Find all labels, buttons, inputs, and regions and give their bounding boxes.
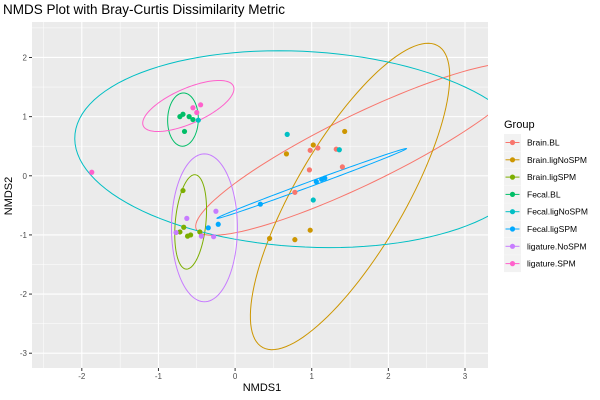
point-fecal-bl: [180, 111, 186, 117]
point-brain-ligspm: [177, 229, 183, 235]
point-ligature-spm: [190, 105, 196, 111]
point-ligature-nospm: [211, 234, 217, 240]
legend-label: Brain.BL: [527, 138, 560, 148]
point-ligature-nospm: [184, 215, 190, 221]
legend: Group Brain.BL Brain.ligNoSPM Brain.ligSPM F…: [504, 119, 588, 273]
point-fecal-ligspm: [313, 179, 319, 185]
x-tick-label: 3: [463, 372, 468, 381]
legend-point-swatch: [509, 157, 516, 163]
point-brain-ligspm: [188, 232, 194, 238]
y-tick-label: -3: [20, 349, 28, 358]
legend-point-swatch: [509, 191, 516, 197]
point-brain-bl: [339, 164, 345, 170]
point-fecal-ligspm: [322, 175, 328, 181]
chart-title: NMDS Plot with Bray-Curtis Dissimilarity…: [3, 2, 285, 17]
point-brain-lignospm: [307, 227, 313, 233]
point-fecal-lignospm: [336, 147, 342, 153]
legend-label: ligature.NoSPM: [527, 241, 587, 251]
ellipse-fecal-lignospm: [74, 50, 488, 249]
x-tick-label: -1: [155, 372, 163, 381]
y-tick-label: -2: [20, 290, 28, 299]
legend-title: Group: [504, 119, 535, 131]
legend-item-brain-bl: Brain.BL: [504, 134, 560, 151]
ellipse-fecal-bl: [167, 92, 199, 147]
point-brain-ligspm: [197, 229, 203, 235]
legend-item-brain-lignospm: Brain.ligNoSPM: [504, 151, 587, 169]
x-tick-label: 1: [310, 372, 315, 381]
legend-label: Fecal.ligNoSPM: [527, 207, 588, 217]
plot-layer: [74, 42, 488, 351]
point-ligature-spm: [198, 102, 204, 108]
y-tick-label: 0: [23, 172, 28, 181]
point-brain-lignospm: [342, 128, 348, 135]
ellipse-ligature-spm: [142, 79, 235, 133]
legend-label: Fecal.BL: [527, 189, 561, 199]
ellipse-ligature-nospm: [170, 153, 238, 303]
legend-point-swatch: [509, 209, 516, 215]
point-brain-bl: [307, 147, 313, 153]
legend-label: Brain.ligSPM: [527, 172, 576, 182]
point-fecal-bl: [190, 116, 196, 123]
point-fecal-lignospm: [284, 131, 290, 137]
legend-item-ligature-nospm: ligature.NoSPM: [504, 237, 587, 255]
legend-label: Brain.ligNoSPM: [527, 155, 587, 165]
x-tick-label: -2: [78, 372, 86, 381]
point-ligature-nospm: [213, 208, 219, 214]
legend-item-ligature-spm: ligature.SPM: [504, 255, 576, 273]
point-brain-bl: [306, 167, 313, 173]
point-fecal-lignospm: [195, 117, 201, 123]
legend-label: ligature.SPM: [527, 259, 576, 269]
y-tick-label: 2: [23, 53, 28, 62]
ellipse-fecal-ligspm: [216, 148, 408, 219]
point-brain-lignospm: [283, 151, 290, 157]
legend-item-fecal-lignospm: Fecal.ligNoSPM: [504, 203, 588, 221]
legend-point-swatch: [509, 243, 516, 249]
legend-point-swatch: [509, 174, 516, 180]
x-axis: -2 -1 0 1 2 3: [78, 368, 468, 381]
panel-background: [32, 22, 488, 368]
legend-label: Fecal.ligSPM: [527, 224, 577, 234]
point-fecal-ligspm: [215, 221, 221, 227]
point-ligature-spm: [89, 169, 95, 175]
x-tick-label: 2: [386, 372, 391, 381]
point-brain-bl: [315, 145, 321, 151]
y-tick-label: -1: [20, 231, 28, 240]
legend-point-swatch: [509, 261, 516, 267]
point-ligature-nospm: [198, 233, 204, 239]
ellipse-brain-lignospm: [249, 42, 451, 351]
ellipse-brain-ligspm: [174, 174, 208, 270]
point-brain-lignospm: [292, 237, 298, 243]
y-axis: -3 -2 -1 0 1 2: [20, 53, 32, 358]
y-tick-label: 1: [23, 113, 28, 122]
point-brain-lignospm: [266, 235, 273, 242]
legend-point-swatch: [509, 226, 516, 232]
legend-point-swatch: [509, 139, 516, 146]
point-fecal-bl: [186, 114, 192, 120]
point-brain-ligspm: [180, 187, 186, 194]
point-ligature-nospm: [173, 229, 179, 236]
x-axis-title: NMDS1: [243, 382, 282, 394]
point-fecal-ligspm: [257, 201, 263, 207]
x-tick-label: 0: [233, 372, 238, 381]
point-fecal-bl: [181, 128, 188, 135]
point-brain-ligspm: [181, 224, 187, 230]
point-fecal-lignospm: [310, 197, 316, 203]
legend-item-brain-ligspm: Brain.ligSPM: [504, 168, 576, 186]
point-brain-lignospm: [310, 142, 316, 148]
point-ligature-spm: [194, 109, 200, 116]
y-axis-title: NMDS2: [3, 177, 15, 216]
plot-panel: [32, 22, 488, 368]
legend-item-fecal-bl: Fecal.BL: [504, 185, 561, 203]
legend-item-fecal-ligspm: Fecal.ligSPM: [504, 220, 577, 238]
point-brain-bl: [292, 189, 298, 195]
point-fecal-ligspm: [205, 225, 211, 231]
